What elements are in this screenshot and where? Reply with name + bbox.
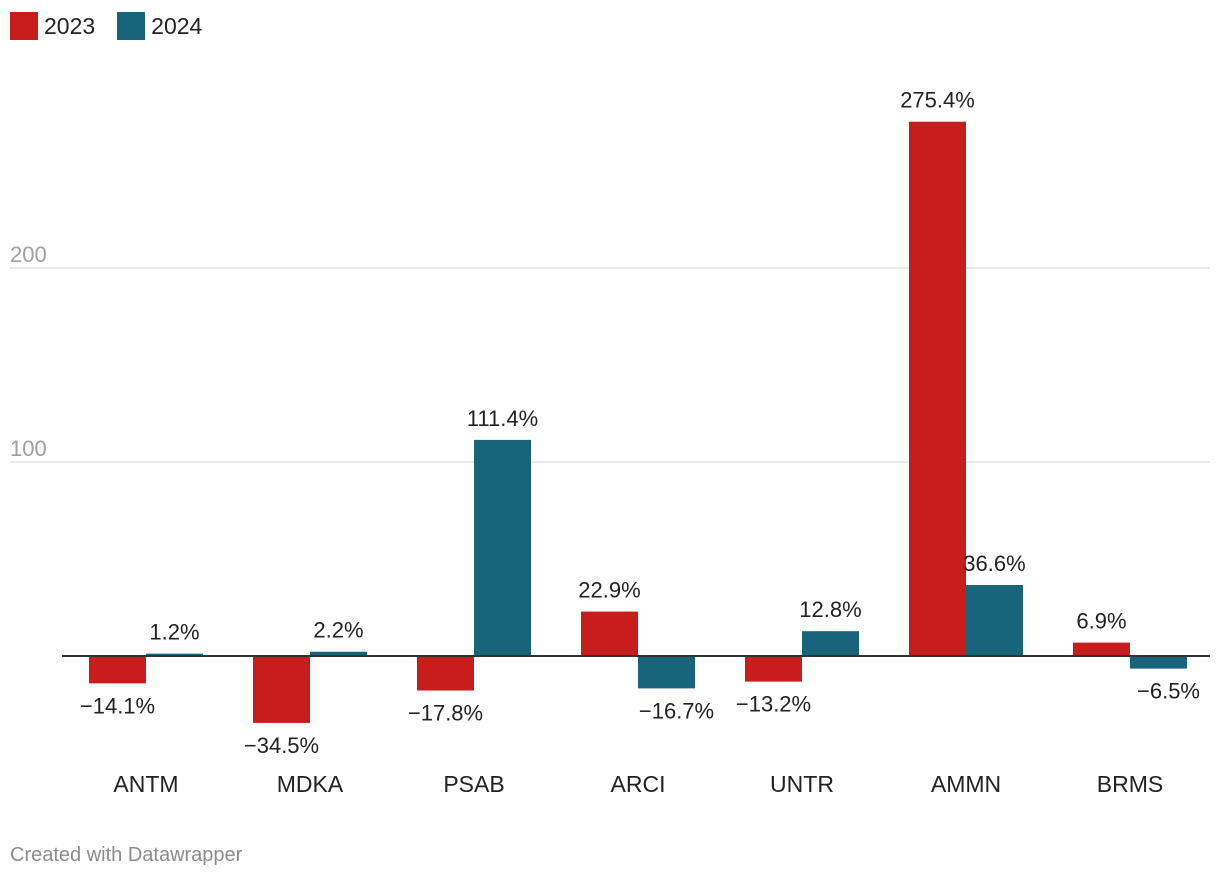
data-label-arci-2023: 22.9%	[578, 578, 640, 603]
bar-arci-2024	[638, 656, 695, 689]
data-label-ammn-2023: 275.4%	[900, 88, 975, 113]
data-label-untr-2024: 12.8%	[799, 597, 861, 622]
data-label-arci-2024: −16.7%	[639, 698, 714, 723]
bar-arci-2023	[581, 611, 638, 656]
bar-brms-2023	[1073, 642, 1130, 656]
x-tick-label-psab: PSAB	[443, 771, 504, 797]
bar-antm-2024	[146, 653, 203, 656]
bar-brms-2024	[1130, 656, 1187, 669]
bar-psab-2023	[417, 656, 474, 691]
bar-mdka-2023	[253, 656, 310, 723]
data-label-brms-2023: 6.9%	[1076, 609, 1126, 634]
bar-ammn-2023	[909, 121, 966, 656]
x-tick-label-untr: UNTR	[770, 771, 834, 797]
data-label-ammn-2024: 36.6%	[963, 551, 1025, 576]
data-label-antm-2024: 1.2%	[149, 620, 199, 645]
bar-antm-2023	[89, 656, 146, 684]
legend: 2023 2024	[10, 10, 224, 42]
data-label-brms-2024: −6.5%	[1137, 679, 1200, 704]
data-label-antm-2023: −14.1%	[80, 693, 155, 718]
bar-untr-2024	[802, 631, 859, 656]
bar-mdka-2024	[310, 651, 367, 656]
data-label-mdka-2024: 2.2%	[313, 618, 363, 643]
bar-untr-2023	[745, 656, 802, 682]
data-label-untr-2023: −13.2%	[736, 692, 811, 717]
bar-psab-2024	[474, 439, 531, 656]
x-tick-label-brms: BRMS	[1097, 771, 1163, 797]
legend-item-2023[interactable]: 2023	[10, 12, 95, 40]
data-label-mdka-2023: −34.5%	[244, 733, 319, 758]
bar-ammn-2024	[966, 584, 1023, 656]
x-tick-label-mdka: MDKA	[277, 771, 344, 797]
legend-label-2023: 2023	[44, 12, 96, 39]
legend-item-2024[interactable]: 2024	[117, 12, 202, 40]
x-tick-label-ammn: AMMN	[931, 771, 1001, 797]
data-label-psab-2023: −17.8%	[408, 701, 483, 726]
footer-credit: Created with Datawrapper	[10, 844, 243, 866]
y-tick-label-100: 100	[10, 436, 47, 461]
legend-swatch-2023	[10, 12, 38, 40]
legend-swatch-2024	[117, 12, 146, 40]
x-tick-label-arci: ARCI	[611, 771, 666, 797]
y-tick-label-200: 200	[10, 242, 47, 267]
x-tick-label-antm: ANTM	[113, 771, 178, 797]
data-label-psab-2024: 111.4%	[467, 406, 538, 431]
legend-label-2024: 2024	[151, 12, 203, 39]
